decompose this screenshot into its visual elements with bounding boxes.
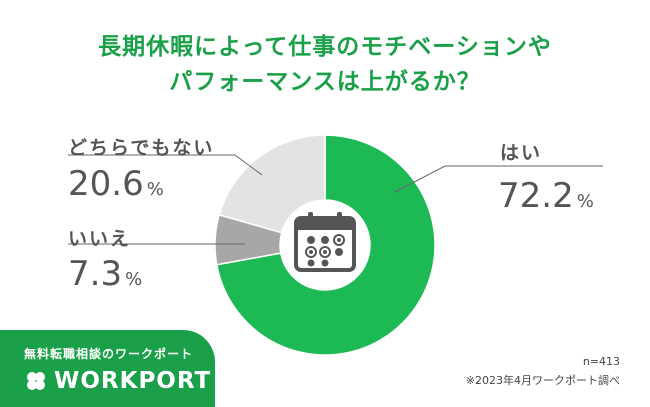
sample-size: n=413: [582, 355, 620, 368]
value-neither: 20.6%: [68, 164, 164, 204]
value-yes-unit: %: [576, 191, 594, 212]
footer-logo-text: WORKPORT: [54, 368, 212, 394]
label-no: いいえ: [68, 224, 131, 251]
title-line-2: パフォーマンスは上がるか？: [169, 69, 481, 95]
leader-yes: [394, 165, 603, 193]
footer-brand-panel: [0, 330, 215, 407]
label-neither: どちらでもない: [68, 133, 214, 160]
value-neither-number: 20.6: [68, 164, 144, 204]
value-neither-unit: %: [146, 179, 164, 200]
value-no: 7.3%: [68, 254, 142, 294]
title-line-1: 長期休暇によって仕事のモチベーションや: [98, 34, 552, 60]
calendar-icon: [294, 212, 356, 272]
label-yes-name: はい: [500, 142, 543, 164]
label-neither-name: どちらでもない: [68, 137, 215, 159]
value-yes-number: 72.2: [498, 176, 574, 216]
leader-neither: [68, 154, 263, 176]
label-no-name: いいえ: [68, 228, 132, 250]
source-note: ※2023年4月ワークポート調べ: [465, 374, 620, 387]
label-yes: はい: [500, 138, 542, 165]
value-no-number: 7.3: [68, 254, 123, 294]
clover-icon: [27, 372, 45, 390]
value-yes: 72.2%: [498, 176, 594, 216]
chart-title: 長期休暇によって仕事のモチベーションや パフォーマンスは上がるか？: [0, 30, 650, 100]
slices-group: [214, 134, 436, 356]
value-no-unit: %: [125, 269, 143, 290]
donut-hole: [280, 200, 370, 290]
leader-lines: [68, 154, 603, 245]
footer-logo[interactable]: WORKPORT: [24, 368, 211, 394]
footer-tagline: 無料転職相談のワークポート: [24, 347, 194, 361]
